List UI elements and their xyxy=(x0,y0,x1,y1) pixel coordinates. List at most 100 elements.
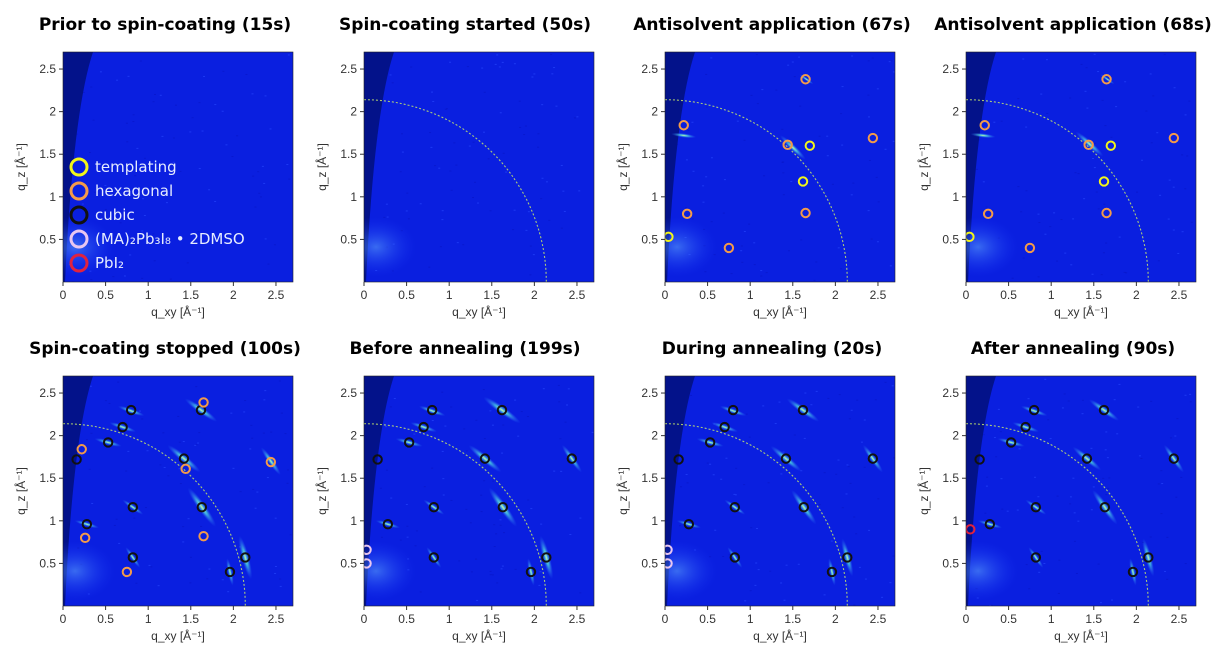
y-tick-label: 2.5 xyxy=(942,386,959,400)
peak-marker-6 xyxy=(780,453,792,464)
panel-1: Prior to spin-coating (15s) 0 0.5 0.5 1 1 1.5 1… xyxy=(13,15,294,319)
detector-noise xyxy=(364,54,581,276)
x-tick-label: 2 xyxy=(832,288,839,302)
diffraction-streak-10 xyxy=(74,520,99,529)
peak-marker-2 xyxy=(979,120,990,131)
x-tick-label: 2 xyxy=(1133,288,1140,302)
x-tick-label: 1 xyxy=(1048,288,1055,302)
peak-marker-12 xyxy=(224,566,236,578)
y-axis-label: q_z [Å⁻¹] xyxy=(615,467,630,515)
x-tick-label: 2.5 xyxy=(870,612,887,626)
panel-3: Antisolvent application (67s) 0 0.5 0.5 1 1 1.… xyxy=(615,15,911,319)
diffraction-streak-10 xyxy=(375,520,400,529)
legend: templating hexagonal cubic (MA)₂Pb₃I₈ • 2DM… xyxy=(69,157,245,273)
diffraction-streak-8 xyxy=(997,438,1025,447)
x-tick-label: 2.5 xyxy=(569,612,586,626)
series-templating xyxy=(665,140,816,243)
x-tick-label: 2.5 xyxy=(1171,288,1188,302)
peak-marker-11 xyxy=(729,552,741,563)
y-axis-label: q_z [Å⁻¹] xyxy=(314,467,329,515)
diffraction-streak-8 xyxy=(395,438,423,447)
scattering-ring xyxy=(665,99,848,282)
peak-marker-1 xyxy=(1028,404,1040,416)
peak-marker-1 xyxy=(198,397,209,408)
plot-area xyxy=(665,376,895,606)
scatter-haze xyxy=(63,541,115,601)
x-axis-label: q_xy [Å⁻¹] xyxy=(151,628,205,643)
diffraction-streak-3 xyxy=(671,132,697,139)
y-axis-label: q_z [Å⁻¹] xyxy=(615,143,630,191)
missing-wedge xyxy=(364,52,394,282)
x-tick-label: 1.5 xyxy=(483,288,500,302)
y-tick-label: 1 xyxy=(651,514,658,528)
y-tick-label: 2.5 xyxy=(39,62,56,76)
scatter-haze xyxy=(665,217,717,277)
diffraction-streak-6 xyxy=(1020,405,1048,417)
y-tick-label: 1.5 xyxy=(39,147,56,161)
x-tick-label: 0 xyxy=(963,612,970,626)
peak-marker-2 xyxy=(665,558,673,569)
plot-area xyxy=(665,52,895,282)
peak-marker-3 xyxy=(418,421,429,433)
diffraction-streak-12 xyxy=(727,547,743,568)
peak-marker-3 xyxy=(117,421,128,433)
peak-marker-2 xyxy=(364,558,372,569)
peak-marker-1 xyxy=(364,544,372,555)
diffraction-streak-6 xyxy=(719,405,747,417)
diffraction-streak-5 xyxy=(539,535,554,580)
peak-marker-11 xyxy=(1030,552,1042,563)
panel-title: After annealing (90s) xyxy=(971,339,1175,359)
y-tick-label: 1.5 xyxy=(942,147,959,161)
y-axis-label: q_z [Å⁻¹] xyxy=(13,143,28,191)
diffraction-streak-3 xyxy=(187,487,217,527)
diffraction-streak-9 xyxy=(226,558,234,586)
y-tick-label: 1.5 xyxy=(641,147,658,161)
y-axis-label: q_z [Å⁻¹] xyxy=(916,143,931,191)
peak-marker-13 xyxy=(1127,566,1139,578)
x-tick-label: 1.5 xyxy=(182,612,199,626)
plot-area xyxy=(63,52,293,282)
peak-marker-2 xyxy=(804,140,816,151)
diffraction-streak-5 xyxy=(238,535,253,580)
peak-marker-3 xyxy=(180,463,191,475)
peak-marker-5 xyxy=(673,454,684,465)
diffraction-streak-2 xyxy=(468,445,502,473)
legend-label-cubic: cubic xyxy=(95,206,135,224)
peak-marker-1 xyxy=(665,544,673,555)
diffraction-streak-6 xyxy=(418,405,446,417)
panel-7: During annealing (20s) 0 0.5 0.5 1 1 1.5 1.5 2 2 2… xyxy=(615,339,896,643)
peak-marker-6 xyxy=(198,530,209,542)
peak-marker-1 xyxy=(727,404,739,416)
panel-title: Prior to spin-coating (15s) xyxy=(39,15,291,35)
x-tick-label: 0.5 xyxy=(97,612,114,626)
peak-marker-9 xyxy=(428,501,440,513)
series-cubic xyxy=(673,404,879,578)
x-tick-label: 2.5 xyxy=(1171,612,1188,626)
legend-marker-hexagonal xyxy=(69,181,89,201)
y-tick-label: 2.5 xyxy=(942,62,959,76)
x-tick-label: 1 xyxy=(1048,612,1055,626)
x-axis-label: q_xy [Å⁻¹] xyxy=(151,304,205,319)
diffraction-streak-10 xyxy=(977,520,1002,529)
x-tick-label: 2 xyxy=(832,612,839,626)
x-tick-label: 0.5 xyxy=(1000,612,1017,626)
x-tick-label: 1 xyxy=(446,288,453,302)
diffraction-streak-4 xyxy=(561,444,582,473)
peak-marker-3 xyxy=(1083,139,1094,151)
x-axis-label: q_xy [Å⁻¹] xyxy=(452,304,506,319)
y-tick-label: 2.5 xyxy=(340,62,357,76)
peak-marker-4 xyxy=(403,437,415,448)
peak-marker-4 xyxy=(867,132,879,144)
peak-marker-5 xyxy=(974,454,985,465)
plot-area xyxy=(966,376,1196,606)
y-tick-label: 1.5 xyxy=(39,471,56,485)
x-tick-label: 0.5 xyxy=(97,288,114,302)
diffraction-streak-2 xyxy=(1072,446,1102,471)
peak-marker-6 xyxy=(479,453,491,464)
peak-marker-6 xyxy=(1101,207,1112,219)
peak-marker-10 xyxy=(497,501,509,513)
x-tick-label: 2 xyxy=(531,288,538,302)
peak-marker-1 xyxy=(1101,74,1112,85)
diffraction-streak-3 xyxy=(970,132,996,139)
